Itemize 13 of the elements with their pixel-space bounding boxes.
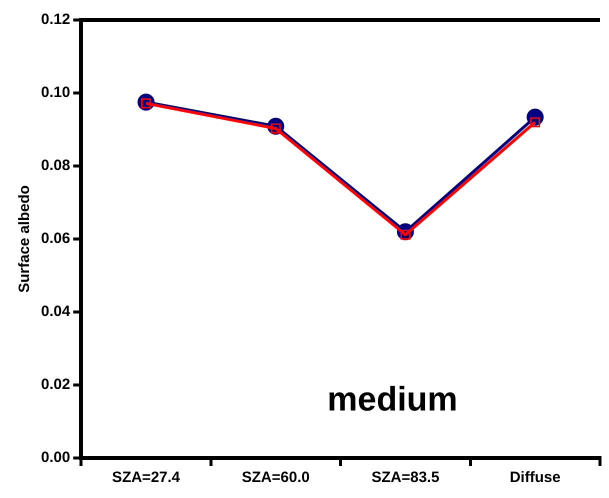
x-tick-label: SZA=27.4 bbox=[112, 469, 181, 486]
y-tick-label: 0.06 bbox=[40, 230, 70, 248]
y-tick-label: 0.04 bbox=[40, 303, 71, 320]
y-tick-label: 0.02 bbox=[40, 376, 70, 394]
y-tick-label: 0.10 bbox=[40, 84, 70, 102]
x-tick-label: SZA=60.0 bbox=[242, 469, 310, 486]
x-tick-label: Diffuse bbox=[510, 469, 561, 486]
y-axis-title: Surface albedo bbox=[16, 185, 34, 293]
x-tick-label: SZA=83.5 bbox=[371, 469, 440, 486]
y-tick-label: 0.12 bbox=[40, 11, 70, 28]
y-tick-label: 0.00 bbox=[40, 449, 70, 466]
annotation: medium bbox=[327, 380, 458, 418]
y-tick-label: 0.08 bbox=[40, 157, 70, 174]
